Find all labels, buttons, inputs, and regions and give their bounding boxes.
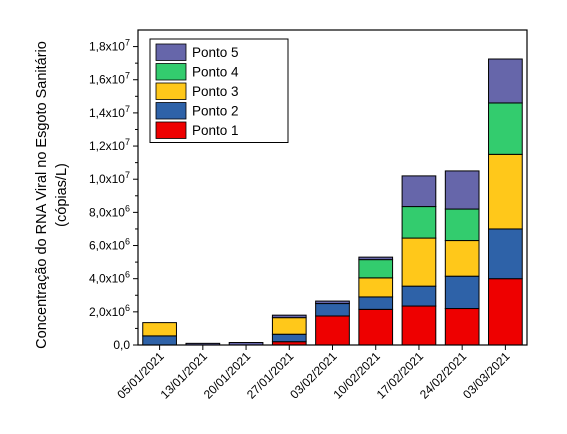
bar-ponto-5-8 <box>488 58 523 104</box>
legend-swatch-ponto-5 <box>155 43 187 61</box>
y-tick-label: 1,4x107 <box>89 104 130 120</box>
y-tick-label: 6,0x106 <box>89 237 130 253</box>
bar-ponto-4-7 <box>444 208 480 242</box>
bar-ponto-2-5 <box>358 296 394 310</box>
legend: Ponto 5 Ponto 4 Ponto 3 Ponto 2 Ponto 1 <box>149 38 289 143</box>
y-tick-label: 1,8x107 <box>89 38 130 54</box>
legend-swatch-ponto-3 <box>155 82 187 100</box>
bar-ponto-2-3 <box>271 333 307 343</box>
y-tick-label: 1,6x107 <box>89 71 130 87</box>
legend-label-ponto-3: Ponto 3 <box>192 84 239 99</box>
bar-ponto-4-6 <box>401 206 437 239</box>
legend-swatch-ponto-4 <box>155 63 187 81</box>
bar-ponto-3-6 <box>401 237 437 287</box>
bar-ponto-1-6 <box>401 305 437 346</box>
legend-swatch-ponto-1 <box>155 121 187 139</box>
bar-ponto-3-0 <box>142 322 177 337</box>
bar-ponto-5-6 <box>401 175 437 208</box>
bar-ponto-4-5 <box>358 259 394 279</box>
bar-ponto-2-0 <box>142 335 177 346</box>
bars-layer <box>142 58 523 346</box>
bar-ponto-2-7 <box>444 275 480 310</box>
bar-ponto-2-4 <box>315 303 350 317</box>
bar-ponto-3-8 <box>488 153 523 230</box>
y-tick-label: 2,0x106 <box>89 303 130 319</box>
y-tick-label: 8,0x106 <box>89 203 130 219</box>
y-tick-label: 1,0x107 <box>89 170 130 186</box>
x-tick-label: 03/03/2021 <box>460 349 513 402</box>
bar-ponto-1-4 <box>315 315 350 346</box>
bar-ponto-5-3 <box>271 314 307 319</box>
y-tick-label: 4,0x106 <box>89 270 130 286</box>
y-tick-label: 1,2x107 <box>89 137 130 153</box>
bar-ponto-2-6 <box>401 285 437 307</box>
bar-ponto-1-5 <box>358 308 394 346</box>
y-axis-ticks: 0,0 2,0x106 4,0x106 6,0x106 8,0x106 1,0x107 1,… <box>89 38 138 352</box>
bar-ponto-5-4 <box>315 300 350 305</box>
bar-ponto-2-8 <box>488 228 523 280</box>
legend-label-ponto-5: Ponto 5 <box>192 45 239 60</box>
bar-ponto-5-5 <box>358 256 394 261</box>
bar-ponto-3-7 <box>444 240 480 277</box>
bar-ponto-1-7 <box>444 308 480 346</box>
bar-ponto-3-3 <box>271 317 307 335</box>
y-tick-label: 0,0 <box>113 338 130 352</box>
y-axis-title: Concentração do RNA Viral no Esgoto Sani… <box>34 41 50 349</box>
bar-ponto-4-8 <box>488 102 523 155</box>
y-axis-unit: (cópias/L) <box>54 163 70 227</box>
legend-label-ponto-1: Ponto 1 <box>192 123 239 138</box>
legend-swatch-ponto-2 <box>155 102 187 120</box>
legend-label-ponto-2: Ponto 2 <box>192 104 239 119</box>
bar-ponto-1-8 <box>488 278 523 346</box>
bar-ponto-5-7 <box>444 170 480 210</box>
bar-ponto-3-5 <box>358 277 394 298</box>
legend-label-ponto-4: Ponto 4 <box>192 65 239 80</box>
x-axis-ticks: 05/01/202113/01/202120/01/202127/01/2021… <box>114 345 513 402</box>
